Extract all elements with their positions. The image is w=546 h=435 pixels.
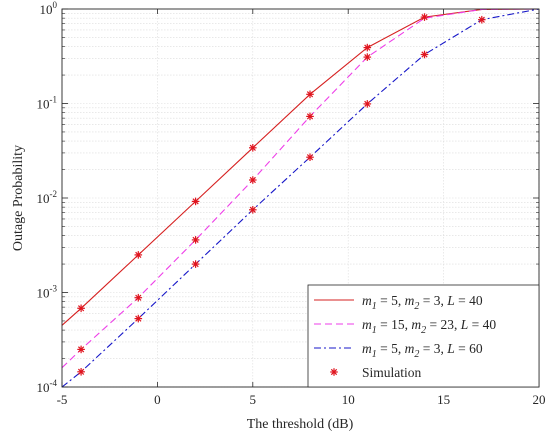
y-tick-label: 10-4 bbox=[37, 378, 58, 395]
simulation-marker bbox=[363, 43, 372, 52]
simulation-marker bbox=[249, 176, 257, 184]
y-tick-label: 10-1 bbox=[37, 95, 58, 112]
series-line bbox=[61, 8, 540, 369]
x-tick-label: 20 bbox=[533, 392, 546, 407]
simulation-marker bbox=[249, 144, 257, 152]
simulation-marker bbox=[420, 13, 429, 21]
legend-entry-label: m1 = 5, m2 = 3, L = 60 bbox=[362, 341, 483, 360]
simulation-marker bbox=[306, 112, 314, 121]
x-tick-label: 15 bbox=[437, 392, 450, 407]
series-lines bbox=[61, 8, 540, 388]
simulation-marker bbox=[249, 206, 257, 214]
simulation-marker bbox=[134, 293, 143, 302]
y-axis-label: Outage Probability bbox=[11, 145, 26, 251]
x-axis-label: The threshold (dB) bbox=[247, 417, 354, 432]
simulation-marker bbox=[306, 90, 314, 99]
y-tick-label: 10-3 bbox=[37, 284, 58, 301]
simulation-markers bbox=[77, 13, 486, 376]
simulation-marker bbox=[191, 260, 200, 268]
legend-entry-label: m1 = 15, m2 = 23, L = 40 bbox=[362, 317, 496, 336]
axis-tick-labels: -5 0 5 10 15 20 10-4 10-3 10-2 10-1 100 bbox=[37, 0, 546, 407]
x-tick-label: 0 bbox=[154, 392, 161, 407]
legend-entry-label: m1 = 5, m2 = 3, L = 40 bbox=[362, 293, 483, 312]
simulation-marker bbox=[191, 236, 200, 244]
simulation-marker bbox=[134, 251, 143, 259]
x-tick-label: -5 bbox=[57, 392, 68, 407]
simulation-marker bbox=[306, 153, 314, 161]
simulation-marker bbox=[363, 100, 372, 108]
simulation-marker bbox=[77, 367, 85, 376]
legend-simulation-marker bbox=[330, 368, 338, 376]
series-line bbox=[61, 8, 540, 388]
simulation-marker bbox=[363, 53, 372, 61]
x-tick-label: 10 bbox=[342, 392, 355, 407]
x-tick-label: 5 bbox=[250, 392, 257, 407]
simulation-marker bbox=[134, 314, 143, 323]
simulation-marker bbox=[477, 15, 486, 24]
simulation-marker bbox=[420, 50, 429, 59]
legend-simulation-label: Simulation bbox=[362, 365, 422, 380]
y-tick-label: 100 bbox=[40, 0, 58, 17]
legend-box bbox=[307, 284, 540, 388]
simulation-marker bbox=[191, 197, 200, 206]
legend: m1 = 5, m2 = 3, L = 40 m1 = 15, m2 = 23, … bbox=[307, 284, 540, 388]
simulation-marker bbox=[77, 345, 85, 354]
simulation-marker bbox=[77, 304, 85, 313]
y-tick-label: 10-2 bbox=[37, 189, 58, 206]
